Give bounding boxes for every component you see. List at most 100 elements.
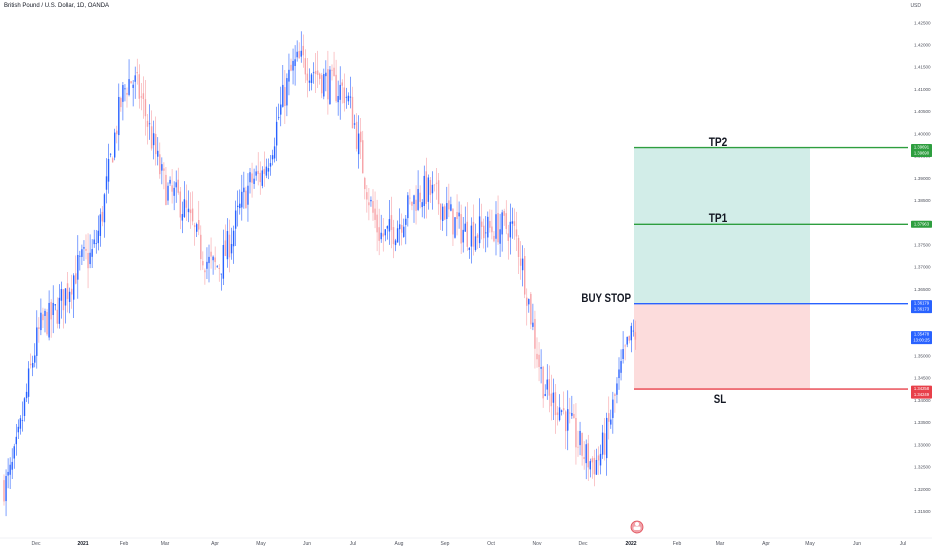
candle <box>567 390 569 451</box>
candle <box>280 86 282 127</box>
candle <box>450 196 452 212</box>
x-tick-label: Mar <box>161 541 170 547</box>
candle <box>480 203 483 240</box>
candle <box>120 96 122 112</box>
loss-zone <box>634 303 810 390</box>
candle <box>282 65 284 108</box>
candle <box>632 319 635 337</box>
candle <box>403 218 405 238</box>
trade-levels[interactable]: TP2 TP1 BUY STOP SL <box>581 137 908 406</box>
badge-text: 1.35478 <box>914 332 930 337</box>
candle <box>343 73 345 112</box>
candle <box>427 174 430 210</box>
candle <box>513 208 516 240</box>
candle <box>148 104 151 140</box>
candle <box>183 181 186 218</box>
candle <box>495 201 497 256</box>
candle <box>378 208 380 256</box>
candle <box>52 285 54 334</box>
y-tick-label: 1.40000 <box>914 131 931 136</box>
time-axis[interactable]: Dec 2021 Feb Mar Apr May Jun Jul Aug Sep Oct Nov Dec… <box>0 537 932 547</box>
candle <box>70 274 73 309</box>
candle <box>91 239 93 268</box>
candle <box>585 439 587 480</box>
candle <box>347 92 350 105</box>
badge-text: 1.36173 <box>914 307 930 312</box>
candle <box>593 449 596 487</box>
y-tick-label: 1.39000 <box>914 176 931 181</box>
candle <box>200 225 202 271</box>
candle <box>526 288 528 326</box>
x-tick-label: Feb <box>120 541 129 547</box>
x-tick-label: Apr <box>762 541 770 547</box>
candle <box>468 247 471 259</box>
candle <box>612 391 614 434</box>
candle <box>150 110 153 151</box>
candle <box>214 246 216 270</box>
x-tick-label: May <box>805 541 815 547</box>
level-sl[interactable]: SL <box>634 388 908 406</box>
candle <box>339 66 341 120</box>
candle <box>497 195 499 245</box>
candle <box>562 391 565 415</box>
candle <box>476 232 479 250</box>
tradingview-logo-icon <box>630 520 644 534</box>
candle <box>198 200 200 236</box>
candle <box>27 361 30 404</box>
candle <box>524 248 526 299</box>
candle <box>128 59 130 97</box>
candle <box>368 188 370 221</box>
x-tick-label: Nov <box>533 541 542 547</box>
candle <box>341 79 343 104</box>
y-tick-label: 1.38500 <box>914 198 931 203</box>
candle <box>521 245 524 287</box>
candle <box>487 211 489 248</box>
level-buy-stop[interactable]: BUY STOP <box>581 293 908 305</box>
x-tick-label: Dec <box>579 541 588 547</box>
candle <box>630 322 632 353</box>
candle <box>224 224 227 257</box>
candle <box>501 209 503 252</box>
position-zones <box>634 147 810 390</box>
candle <box>552 378 555 421</box>
candle <box>458 201 460 229</box>
candle <box>483 218 485 249</box>
level-label: TP2 <box>709 137 728 149</box>
candle <box>456 194 458 236</box>
candle <box>538 342 540 382</box>
candle <box>159 142 161 179</box>
candle <box>237 190 239 227</box>
level-tp2[interactable]: TP2 <box>634 137 908 149</box>
candle <box>75 255 77 285</box>
candle <box>193 222 196 246</box>
level-tp1[interactable]: TP1 <box>634 213 908 225</box>
candle <box>64 288 67 324</box>
candle <box>376 199 378 252</box>
candle <box>507 224 509 260</box>
candle <box>126 87 128 108</box>
candle <box>628 335 630 344</box>
candle <box>130 81 132 84</box>
candle <box>536 337 538 368</box>
candle <box>409 188 411 205</box>
candle <box>249 168 251 194</box>
x-tick-label: Aug <box>395 541 404 547</box>
candle <box>515 211 518 252</box>
candle <box>472 204 475 256</box>
candle <box>7 458 9 489</box>
candle <box>392 219 395 259</box>
candle <box>300 31 302 63</box>
currency-label: USD <box>910 3 921 9</box>
candle <box>175 170 177 203</box>
x-tick-label: May <box>256 541 266 547</box>
candle <box>58 284 61 329</box>
x-tick-label: Jul <box>350 541 356 547</box>
candle <box>573 404 575 419</box>
candle <box>187 190 190 223</box>
candle <box>544 384 546 397</box>
candle <box>263 151 266 187</box>
level-label: TP1 <box>709 213 728 225</box>
